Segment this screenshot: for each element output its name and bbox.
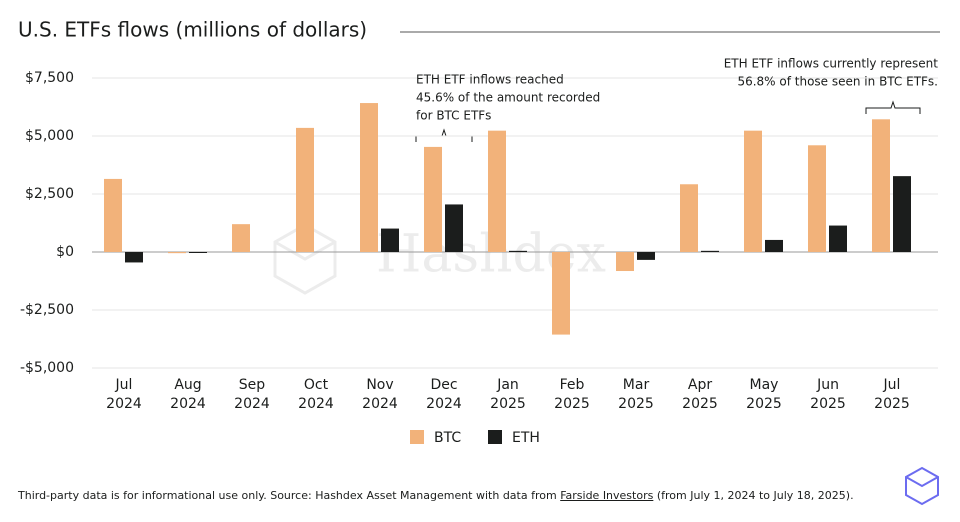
x-tick-label: Jul 2024 xyxy=(106,377,142,412)
x-tick-label: Nov 2024 xyxy=(362,377,398,412)
bar xyxy=(808,145,826,252)
bar xyxy=(232,224,250,252)
annotation: ETH ETF inflows reached xyxy=(416,73,564,87)
bar xyxy=(701,250,719,252)
bar xyxy=(168,252,186,254)
y-tick-label: $7,500 xyxy=(25,70,74,86)
bar xyxy=(104,178,122,252)
footnote-text: Third-party data is for informational us… xyxy=(18,489,561,502)
bar xyxy=(509,250,527,252)
bar xyxy=(765,239,783,252)
annotation: ETH ETF inflows currently represent xyxy=(724,57,939,71)
footnote-text: (from July 1, 2024 to July 18, 2025). xyxy=(653,489,854,502)
y-tick-label: $5,000 xyxy=(25,128,74,144)
x-tick-label: Dec 2024 xyxy=(426,377,462,412)
x-tick-label: Apr 2025 xyxy=(682,377,718,412)
x-tick-label: Jun 2025 xyxy=(810,377,846,412)
y-tick-label: -$5,000 xyxy=(20,360,74,376)
bar xyxy=(616,252,634,272)
annotation: 56.8% of those seen in BTC ETFs. xyxy=(737,75,938,89)
annotation: 45.6% of the amount recorded xyxy=(416,91,600,105)
x-tick-label: Sep 2024 xyxy=(234,377,270,412)
x-tick-label: Jan 2025 xyxy=(490,377,526,412)
bar xyxy=(360,103,378,252)
bar xyxy=(125,252,143,263)
x-tick-label: Jul 2025 xyxy=(874,377,910,412)
bar xyxy=(488,130,506,252)
annotation: for BTC ETFs xyxy=(416,109,491,123)
chart-title: U.S. ETFs flows (millions of dollars) xyxy=(18,18,367,42)
x-tick-label: Aug 2024 xyxy=(170,377,206,412)
y-tick-label: $2,500 xyxy=(25,186,74,202)
x-tick-label: Mar 2025 xyxy=(618,377,654,412)
y-tick-label: $0 xyxy=(56,244,74,260)
bar xyxy=(381,228,399,252)
bar xyxy=(893,176,911,252)
bar xyxy=(189,252,207,253)
brace xyxy=(865,100,921,114)
logo xyxy=(905,466,939,506)
legend-swatch xyxy=(488,430,502,444)
legend-label: BTC xyxy=(434,430,461,446)
bar xyxy=(680,184,698,252)
footnote: Third-party data is for informational us… xyxy=(18,489,854,502)
bar xyxy=(552,252,570,335)
bar xyxy=(872,119,890,253)
x-tick-label: Feb 2025 xyxy=(554,377,590,412)
y-tick-label: -$2,500 xyxy=(20,302,74,318)
bar xyxy=(637,252,655,260)
bar xyxy=(829,225,847,252)
legend-swatch xyxy=(410,430,424,444)
x-tick-label: Oct 2024 xyxy=(298,377,334,412)
watermark-logo xyxy=(273,223,337,295)
bar xyxy=(445,204,463,252)
legend-label: ETH xyxy=(512,430,540,446)
bar xyxy=(296,127,314,252)
bar xyxy=(424,146,442,252)
x-tick-label: May 2025 xyxy=(746,377,782,412)
source-link[interactable]: Farside Investors xyxy=(560,489,654,502)
bar xyxy=(744,130,762,252)
